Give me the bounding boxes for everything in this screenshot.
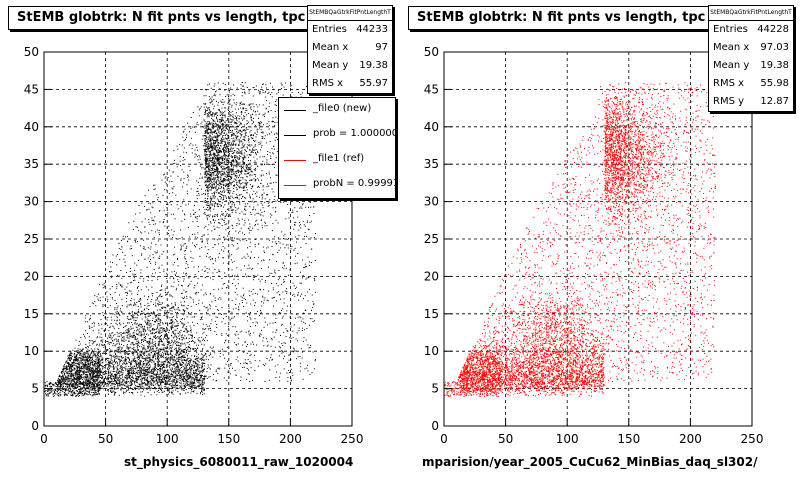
x-tick-label: 50 bbox=[498, 432, 513, 446]
left-stats-name: StEMBQaGtrkFitPntLengthT bbox=[308, 6, 392, 21]
stats-row: Entries 44233 bbox=[312, 24, 388, 35]
y-tick-label: 45 bbox=[424, 82, 439, 96]
x-tick-label: 200 bbox=[679, 432, 702, 446]
stats-row: Mean y 19.38 bbox=[713, 60, 789, 71]
x-tick-label: 100 bbox=[156, 432, 179, 446]
x-tick-label: 50 bbox=[98, 432, 113, 446]
right-histogram-panel: 0 50 100 150 200 250 0 5 10 15 20 25 30 35 40 45 50 StEM… bbox=[400, 0, 800, 480]
left-histogram-panel: 0 50 100 150 200 250 0 5 10 15 20 25 30 35 40 45 50 StEM… bbox=[8, 5, 396, 469]
y-tick-label: 10 bbox=[24, 344, 39, 358]
legend-entry: prob = 1.000000 bbox=[279, 123, 395, 148]
y-tick-label: 15 bbox=[24, 307, 39, 321]
x-tick-label: 250 bbox=[341, 432, 364, 446]
y-tick-label: 45 bbox=[24, 82, 39, 96]
stats-row: RMS x 55.97 bbox=[312, 78, 388, 89]
legend-entry: _file1 (ref) bbox=[279, 148, 395, 173]
stats-row: RMS y 12.87 bbox=[713, 96, 789, 107]
legend-line-icon bbox=[284, 160, 306, 161]
y-tick-label: 25 bbox=[24, 232, 39, 246]
legend-line-icon bbox=[284, 135, 306, 136]
y-tick-label: 15 bbox=[424, 307, 439, 321]
left-chart-title: StEMB globtrk: N fit pnts vs length, tpc bbox=[8, 6, 315, 30]
stats-row: Mean x 97.03 bbox=[713, 42, 789, 53]
right-chart-title: StEMB globtrk: N fit pnts vs length, tpc bbox=[408, 6, 715, 30]
x-tick-label: 150 bbox=[617, 432, 640, 446]
scatter-points bbox=[444, 82, 716, 397]
x-tick-label: 0 bbox=[40, 432, 48, 446]
y-tick-label: 40 bbox=[424, 120, 439, 134]
stats-row: Entries 44228 bbox=[713, 24, 789, 35]
x-tick-label: 200 bbox=[279, 432, 302, 446]
y-tick-label: 35 bbox=[24, 157, 39, 171]
y-tick-label: 30 bbox=[424, 195, 439, 209]
y-tick-label: 35 bbox=[424, 157, 439, 171]
right-scatter-plot: 0 50 100 150 200 250 0 5 10 15 20 25 30 35 40 45 50 bbox=[424, 45, 764, 446]
stats-row: Mean y 19.38 bbox=[312, 60, 388, 71]
right-x-axis-label: mparision/year_2005_CuCu62_MinBias_daq_s… bbox=[422, 455, 758, 469]
right-stats-name: StEMBQaGtrkFitPntLengthT bbox=[709, 6, 793, 21]
scatter-points bbox=[44, 82, 316, 397]
y-tick-label: 5 bbox=[431, 382, 439, 396]
right-stats-box: StEMBQaGtrkFitPntLengthT Entries 44228 Me… bbox=[708, 5, 794, 112]
x-tick-label: 100 bbox=[556, 432, 579, 446]
legend-box: _file0 (new) prob = 1.000000 _file1 (ref… bbox=[278, 97, 396, 199]
y-tick-label: 0 bbox=[31, 419, 39, 433]
y-tick-label: 20 bbox=[424, 269, 439, 283]
y-tick-label: 40 bbox=[24, 120, 39, 134]
x-tick-label: 150 bbox=[217, 432, 240, 446]
x-tick-label: 250 bbox=[741, 432, 764, 446]
y-tick-label: 10 bbox=[424, 344, 439, 358]
y-tick-label: 0 bbox=[431, 419, 439, 433]
legend-line-icon bbox=[284, 185, 306, 186]
y-tick-label: 30 bbox=[24, 195, 39, 209]
legend-entry: probN = 0.999911 bbox=[279, 173, 395, 198]
x-tick-label: 0 bbox=[440, 432, 448, 446]
legend-line-icon bbox=[284, 110, 306, 111]
left-x-axis-label: st_physics_6080011_raw_1020004 bbox=[124, 455, 354, 469]
stats-row: RMS x 55.98 bbox=[713, 78, 789, 89]
left-stats-box: StEMBQaGtrkFitPntLengthT Entries 44233 Me… bbox=[307, 5, 393, 94]
stats-row: Mean x 97 bbox=[312, 42, 388, 53]
y-tick-label: 25 bbox=[424, 232, 439, 246]
y-tick-label: 20 bbox=[24, 269, 39, 283]
y-tick-label: 50 bbox=[24, 45, 39, 59]
legend-entry: _file0 (new) bbox=[279, 98, 395, 123]
y-tick-label: 5 bbox=[31, 382, 39, 396]
y-tick-label: 50 bbox=[424, 45, 439, 59]
